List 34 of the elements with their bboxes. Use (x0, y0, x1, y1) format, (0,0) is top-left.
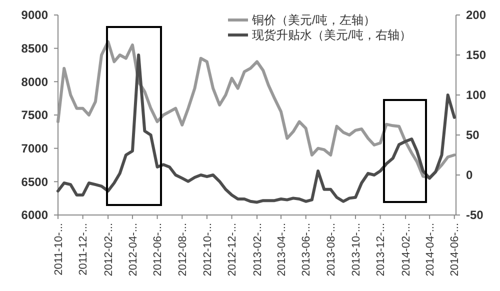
x-tick-label: 2014-06-... (449, 223, 462, 276)
x-tick-label: 2014-02-... (400, 223, 412, 276)
x-tick-label: 2011-10-... (52, 223, 65, 276)
x-tick-label: 2012-10-... (202, 223, 214, 276)
y-tick-label: 7000 (21, 142, 48, 156)
x-tick-label: 2013-10-... (350, 223, 362, 276)
y2-tick-label: 150 (466, 48, 486, 62)
legend-label: 现货升贴水（美元/吨，右轴） (252, 28, 412, 42)
x-tick-label: 2013-06-... (300, 223, 313, 276)
y2-tick-label: 100 (466, 88, 486, 102)
y2-tick-label: 200 (466, 8, 486, 22)
x-tick-label: 2012-04-... (127, 223, 140, 276)
y-tick-label: 8500 (21, 42, 48, 56)
y2-tick-label: -50 (466, 208, 484, 222)
legend-label: 铜价（美元/吨，左轴） (251, 13, 376, 28)
line-series (56, 40, 456, 180)
x-tick-label: 2012-08-... (176, 223, 189, 276)
x-tick-label: 2013-04-... (276, 223, 288, 276)
x-tick-label: 2013-08-... (326, 223, 338, 276)
y2-tick-label: 50 (466, 128, 480, 142)
x-tick-label: 2012-06-... (152, 223, 164, 276)
x-tick-label: 2012-12-... (226, 223, 239, 276)
x-tick-label: 2013-12-... (375, 223, 388, 276)
x-tick-label: 2014-04-... (424, 223, 436, 276)
y-tick-label: 6500 (21, 174, 48, 189)
x-tick-label: 2013-02-... (252, 223, 264, 276)
line-series (56, 54, 456, 204)
y-tick-label: 9000 (21, 8, 48, 22)
x-tick-label: 2012-02-... (102, 223, 115, 276)
y2-tick-label: 0 (466, 168, 473, 182)
y-tick-label: 7500 (21, 108, 48, 122)
x-tick-label: 2011-12-... (78, 223, 90, 276)
y-tick-label: 8000 (21, 74, 48, 89)
y-tick-label: 6000 (21, 208, 48, 222)
